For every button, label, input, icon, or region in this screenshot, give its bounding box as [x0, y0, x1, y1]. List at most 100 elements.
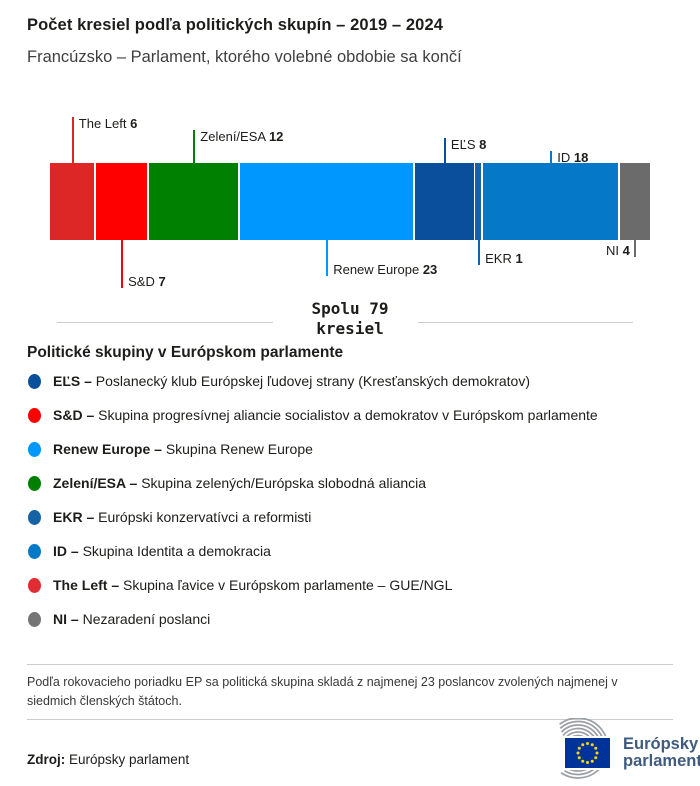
total-rule-left [57, 322, 273, 323]
segment-label-ni: NI 4 [606, 243, 630, 258]
segment-label-zelení-esa: Zelení/ESA 12 [200, 129, 283, 144]
leader-line-s-d [121, 240, 124, 288]
page-title: Počet kresiel podľa politických skupín –… [27, 16, 443, 34]
legend-item-text: ID – Skupina Identita a demokracia [53, 543, 271, 559]
segment-label-name: EKR [485, 251, 516, 266]
legend-item-abbr: EKR – [53, 509, 99, 525]
leader-line-eľs [443, 138, 446, 163]
source-line: Zdroj: Európsky parlament [27, 752, 189, 767]
legend-item-abbr: S&D – [53, 407, 99, 423]
legend-item-id: ID – Skupina Identita a demokracia [0, 534, 700, 568]
total-rule-right [418, 322, 633, 323]
segment-label-renew-europe: Renew Europe 23 [333, 262, 437, 277]
legend-item-abbr: NI – [53, 611, 83, 627]
bar-segment-ekr[interactable] [475, 163, 482, 240]
legend-item-the-left: The Left – Skupina ľavice v Európskom pa… [0, 568, 700, 602]
segment-label-count: 18 [573, 150, 589, 165]
legend-item-text: Renew Europe – Skupina Renew Europe [53, 441, 313, 457]
leader-line-id [550, 151, 553, 163]
legend-item-ekr: EKR – Európski konzervatívci a reformist… [0, 500, 700, 534]
legend-item-abbr: Zelení/ESA – [53, 475, 142, 491]
legend-color-dot [28, 475, 41, 491]
segment-label-name: S&D [128, 274, 159, 289]
legend-color-dot [28, 373, 41, 389]
page-subtitle: Francúzsko – Parlament, ktorého volebné … [27, 48, 462, 66]
segment-label-count: 6 [130, 116, 138, 131]
legend-item-text: NI – Nezaradení poslanci [53, 611, 210, 627]
segment-label-name: NI [605, 243, 623, 258]
legend-item-desc: Nezaradení poslanci [82, 611, 211, 627]
eu-flag-icon [563, 736, 612, 770]
leader-line-ni [633, 240, 636, 257]
total-seats-label: Spolu 79 kresiel [0, 299, 700, 339]
source-label: Zdroj: [27, 752, 66, 767]
legend-item-text: The Left – Skupina ľavice v Európskom pa… [53, 577, 452, 593]
legend-item-ni: NI – Nezaradení poslanci [0, 602, 700, 636]
footnote-text: Podľa rokovacieho poriadku EP sa politic… [27, 675, 618, 708]
segment-label-name: Renew Europe [333, 262, 423, 277]
logo-text-line2: parlament [623, 752, 700, 770]
legend-item-abbr: EĽS – [53, 373, 96, 389]
leader-line-zelení-esa [193, 130, 196, 163]
segment-label-name: ID [557, 150, 574, 165]
segment-label-count: 12 [268, 129, 284, 144]
seats-stacked-bar-chart: The Left 6 S&D 7 Zelení/ESA 12 Renew Europe… [0, 110, 700, 310]
legend-color-dot [28, 509, 41, 525]
segment-label-count: 8 [479, 137, 487, 152]
footnote-divider-top [27, 664, 673, 665]
bar-segment-ni[interactable] [619, 163, 650, 240]
leader-line-the-left [71, 117, 74, 163]
segment-label-name: Zelení/ESA [200, 129, 269, 144]
legend-color-dot [28, 611, 41, 627]
total-seats-line2: kresiel [316, 319, 384, 338]
segment-label-count: 1 [515, 251, 523, 266]
total-seats-line1: Spolu 79 [311, 299, 389, 318]
segment-label-s-d: S&D 7 [128, 274, 166, 289]
european-parliament-logo: Európsky parlament [547, 718, 700, 779]
bar-segment-renew-europe[interactable] [239, 163, 414, 240]
legend-color-dot [28, 543, 41, 559]
leader-line-renew-europe [326, 240, 329, 276]
segment-label-count: 23 [422, 262, 438, 277]
legend-color-dot [28, 441, 41, 457]
legend-item-zelení-esa: Zelení/ESA – Skupina zelených/Európska s… [0, 466, 700, 500]
legend-item-abbr: The Left – [53, 577, 124, 593]
legend-item-text: Zelení/ESA – Skupina zelených/Európska s… [53, 475, 426, 491]
segment-label-name: EĽS [450, 137, 480, 152]
legend-color-dot [28, 577, 41, 593]
bar-segment-zelení-esa[interactable] [148, 163, 239, 240]
footnote-divider-bottom [27, 719, 673, 720]
segment-label-ekr: EKR 1 [485, 251, 523, 266]
segment-label-count: 7 [158, 274, 166, 289]
legend-item-desc: Skupina ľavice v Európskom parlamente – … [123, 577, 453, 593]
legend-title: Politické skupiny v Európskom parlamente [27, 344, 344, 361]
logo-text-line1: Európsky [623, 735, 699, 753]
legend-item-desc: Poslanecký klub Európskej ľudovej strany… [95, 373, 530, 389]
bar-segment-id[interactable] [482, 163, 619, 240]
leader-line-ekr [478, 240, 481, 265]
legend-list: EĽS – Poslanecký klub Európskej ľudovej … [0, 364, 700, 636]
legend-item-desc: Skupina Identita a demokracia [82, 543, 271, 559]
legend-item-abbr: ID – [53, 543, 83, 559]
legend-item-desc: Skupina progresívnej aliancie socialisto… [98, 407, 598, 423]
legend-item-abbr: Renew Europe – [53, 441, 166, 457]
bar-segment-s-d[interactable] [95, 163, 148, 240]
legend-item-text: EKR – Európski konzervatívci a reformist… [53, 509, 311, 525]
legend-item-text: EĽS – Poslanecký klub Európskej ľudovej … [53, 373, 530, 389]
source-value: Európsky parlament [69, 752, 190, 767]
legend-item-desc: Skupina Renew Europe [165, 441, 313, 457]
legend-item-renew-europe: Renew Europe – Skupina Renew Europe [0, 432, 700, 466]
segment-label-name: The Left [78, 116, 131, 131]
bar-segment-eľs[interactable] [414, 163, 474, 240]
legend-item-desc: Európski konzervatívci a reformisti [98, 509, 312, 525]
legend-item-text: S&D – Skupina progresívnej aliancie soci… [53, 407, 598, 423]
segment-label-the-left: The Left 6 [79, 116, 138, 131]
segment-label-eľs: EĽS 8 [451, 137, 486, 152]
bar-segment-the-left[interactable] [50, 163, 95, 240]
legend-item-s-d: S&D – Skupina progresívnej aliancie soci… [0, 398, 700, 432]
legend-item-eľs: EĽS – Poslanecký klub Európskej ľudovej … [0, 364, 700, 398]
segment-label-id: ID 18 [557, 150, 588, 165]
legend-color-dot [28, 407, 41, 423]
legend-item-desc: Skupina zelených/Európska slobodná alian… [141, 475, 427, 491]
